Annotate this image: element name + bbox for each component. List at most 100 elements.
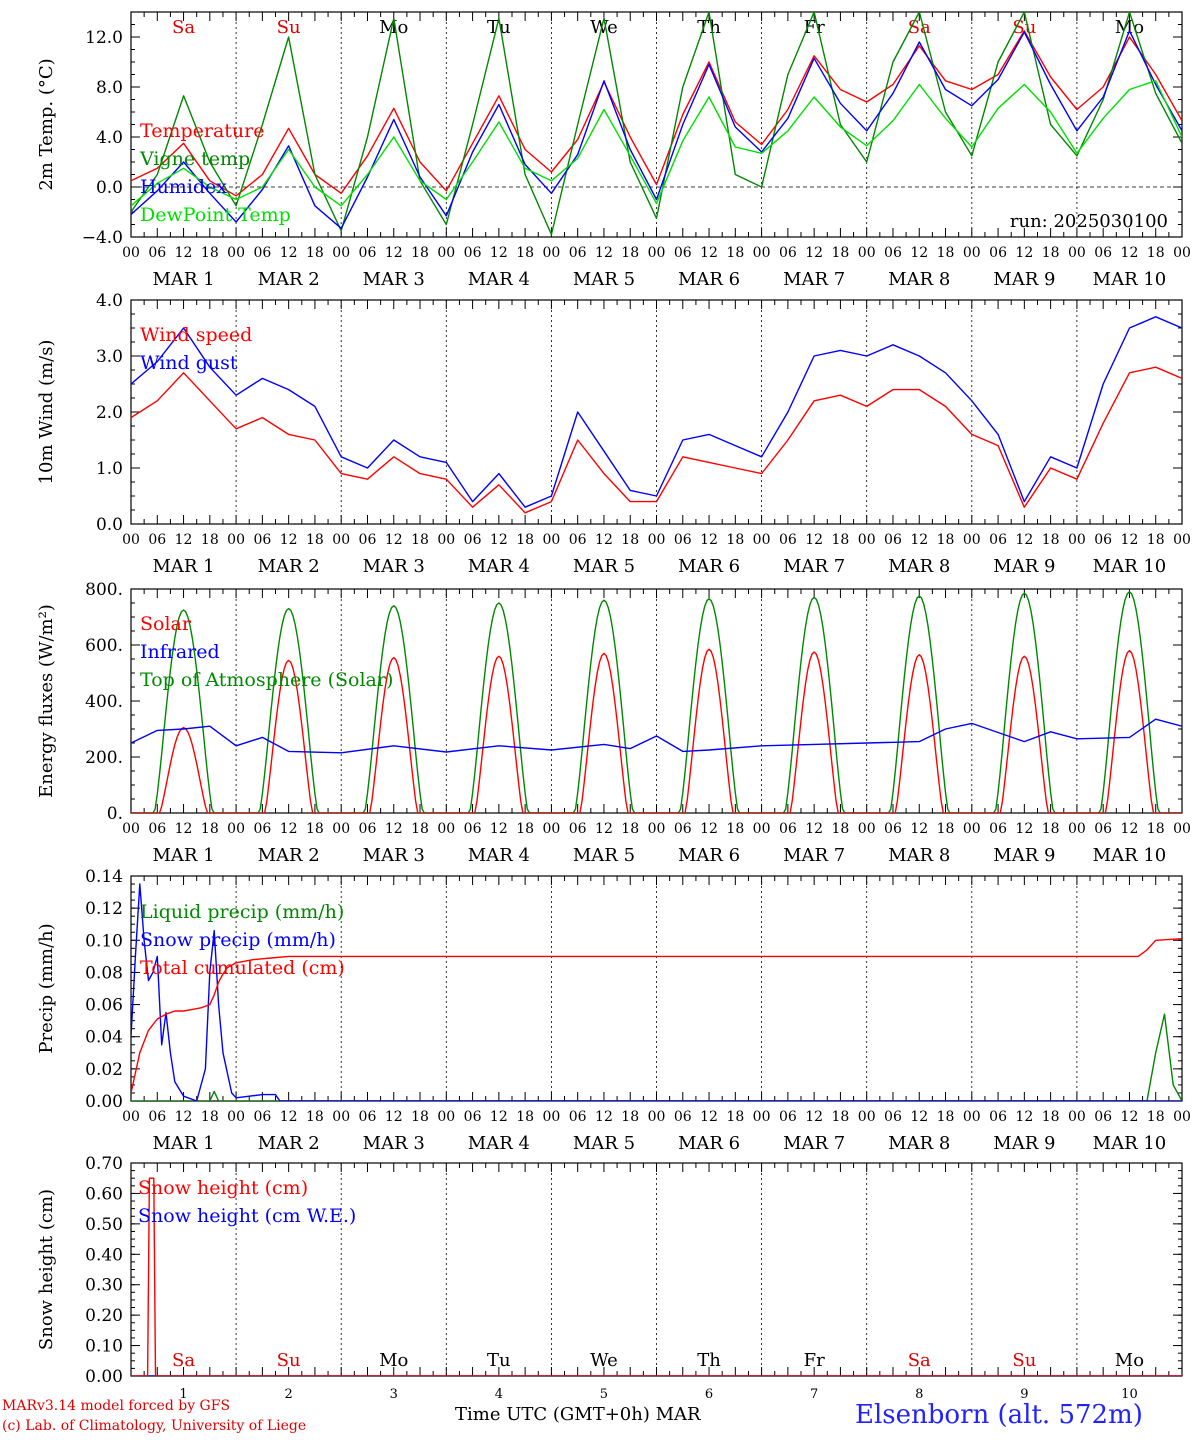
hour-tick-label: 18 — [621, 532, 639, 548]
hour-tick-label: 06 — [674, 1109, 692, 1125]
hour-tick-label: 00 — [1173, 1109, 1191, 1125]
weekday-label: Sa — [172, 17, 195, 38]
hour-tick-label: 18 — [937, 245, 955, 261]
y-tick-label: 0.0 — [96, 178, 123, 198]
hour-tick-label: 12 — [385, 532, 403, 548]
hour-tick-label: 00 — [332, 821, 350, 837]
hour-tick-label: 06 — [148, 245, 166, 261]
date-label: MAR 10 — [1093, 1133, 1167, 1154]
y-tick-label: 0.0 — [96, 515, 123, 535]
y-tick-label: 600. — [85, 636, 123, 656]
panel-4: 0.00 0.02 0.04 0.06 0.08 0.10 0.12 0.14 Precip (… — [36, 867, 1191, 1154]
hour-tick-label: 18 — [1042, 1109, 1060, 1125]
legend-entry: Temperature — [140, 120, 264, 142]
hour-tick-label: 12 — [700, 1109, 718, 1125]
series-line — [131, 883, 1182, 1101]
y-axis-title: 2m Temp. (°C) — [36, 58, 57, 190]
y-tick-label: 0.10 — [85, 931, 123, 951]
hour-tick-label: 18 — [726, 1109, 744, 1125]
hour-tick-label: 00 — [858, 821, 876, 837]
hour-tick-label: 18 — [306, 532, 324, 548]
hour-tick-label: 00 — [122, 821, 140, 837]
hour-tick-label: 06 — [148, 532, 166, 548]
legend-entry: Humidex — [140, 176, 227, 198]
hour-tick-label: 12 — [1121, 821, 1139, 837]
hour-tick-label: 12 — [1121, 532, 1139, 548]
y-tick-label: 0.06 — [85, 996, 123, 1016]
weekday-label: Su — [277, 1350, 301, 1371]
hour-tick-label: 06 — [148, 821, 166, 837]
hour-tick-label: 06 — [359, 532, 377, 548]
date-label: MAR 2 — [258, 269, 320, 290]
credit-line-lab: (c) Lab. of Climatology, University of L… — [2, 1418, 307, 1434]
hour-tick-label: 00 — [122, 245, 140, 261]
hour-tick-label: 18 — [306, 821, 324, 837]
hour-tick-label: 06 — [1094, 1109, 1112, 1125]
date-label: MAR 3 — [363, 1133, 425, 1154]
weekday-label: Tu — [487, 1350, 511, 1371]
hour-tick-label: 18 — [411, 245, 429, 261]
hour-tick-label: 00 — [753, 245, 771, 261]
hour-tick-label: 12 — [1015, 532, 1033, 548]
date-label: MAR 9 — [993, 269, 1055, 290]
hour-tick-label: 00 — [1068, 1109, 1086, 1125]
day-number-label: 5 — [600, 1387, 608, 1402]
day-number-label: 7 — [810, 1387, 818, 1402]
hour-tick-label: 06 — [779, 532, 797, 548]
date-label: MAR 7 — [783, 1133, 845, 1154]
hour-tick-label: 06 — [464, 821, 482, 837]
panel-1: −4.0 0.0 4.0 8.0 12.0 2m Temp. (°C) 00 06 12 18 MA… — [36, 11, 1191, 290]
legend-entry: Wind speed — [140, 324, 252, 346]
y-tick-label: 400. — [85, 692, 123, 712]
date-label: MAR 4 — [468, 556, 530, 577]
date-label: MAR 2 — [258, 556, 320, 577]
hour-tick-label: 12 — [385, 1109, 403, 1125]
hour-tick-label: 12 — [805, 821, 823, 837]
hour-tick-label: 00 — [332, 1109, 350, 1125]
hour-tick-label: 12 — [595, 1109, 613, 1125]
hour-tick-label: 18 — [726, 821, 744, 837]
credit-line-model: MARv3.14 model forced by GFS — [2, 1398, 231, 1414]
y-tick-label: −4.0 — [82, 228, 123, 248]
hour-tick-label: 06 — [674, 821, 692, 837]
y-tick-label: 0. — [107, 804, 123, 824]
hour-tick-label: 18 — [937, 1109, 955, 1125]
hour-tick-label: 12 — [700, 821, 718, 837]
hour-tick-label: 06 — [1094, 245, 1112, 261]
hour-tick-label: 06 — [779, 245, 797, 261]
hour-tick-label: 12 — [1015, 245, 1033, 261]
y-axis-title: Precip (mm/h) — [36, 923, 57, 1053]
hour-tick-label: 12 — [805, 1109, 823, 1125]
series-group — [131, 12, 1182, 236]
hour-tick-label: 00 — [332, 245, 350, 261]
hour-tick-label: 12 — [175, 1109, 193, 1125]
y-tick-label: 0.60 — [85, 1184, 123, 1204]
series-line — [131, 648, 1182, 813]
hour-tick-label: 00 — [963, 1109, 981, 1125]
day-number-label: 1 — [179, 1387, 187, 1402]
hour-tick-label: 06 — [779, 1109, 797, 1125]
date-label: MAR 4 — [468, 1133, 530, 1154]
weekday-label: Sa — [908, 1350, 931, 1371]
hour-tick-label: 06 — [569, 821, 587, 837]
hour-tick-label: 18 — [411, 821, 429, 837]
date-label: MAR 2 — [258, 845, 320, 866]
hour-tick-label: 00 — [858, 532, 876, 548]
date-label: MAR 2 — [258, 1133, 320, 1154]
date-label: MAR 6 — [678, 556, 740, 577]
hour-tick-label: 06 — [359, 1109, 377, 1125]
y-tick-label: 2.0 — [96, 403, 123, 423]
hour-tick-label: 00 — [1068, 532, 1086, 548]
weekday-label: Fr — [804, 17, 825, 38]
date-label: MAR 1 — [152, 845, 214, 866]
hour-tick-label: 00 — [648, 532, 666, 548]
legend-entry: Total cumulated (cm) — [140, 957, 345, 979]
hour-tick-label: 00 — [227, 821, 245, 837]
hour-tick-label: 00 — [1173, 821, 1191, 837]
hour-tick-label: 00 — [753, 532, 771, 548]
day-number-label: 3 — [390, 1387, 398, 1402]
hour-tick-label: 12 — [490, 245, 508, 261]
hour-tick-label: 00 — [542, 532, 560, 548]
hour-tick-label: 12 — [1015, 821, 1033, 837]
hour-tick-label: 06 — [148, 1109, 166, 1125]
